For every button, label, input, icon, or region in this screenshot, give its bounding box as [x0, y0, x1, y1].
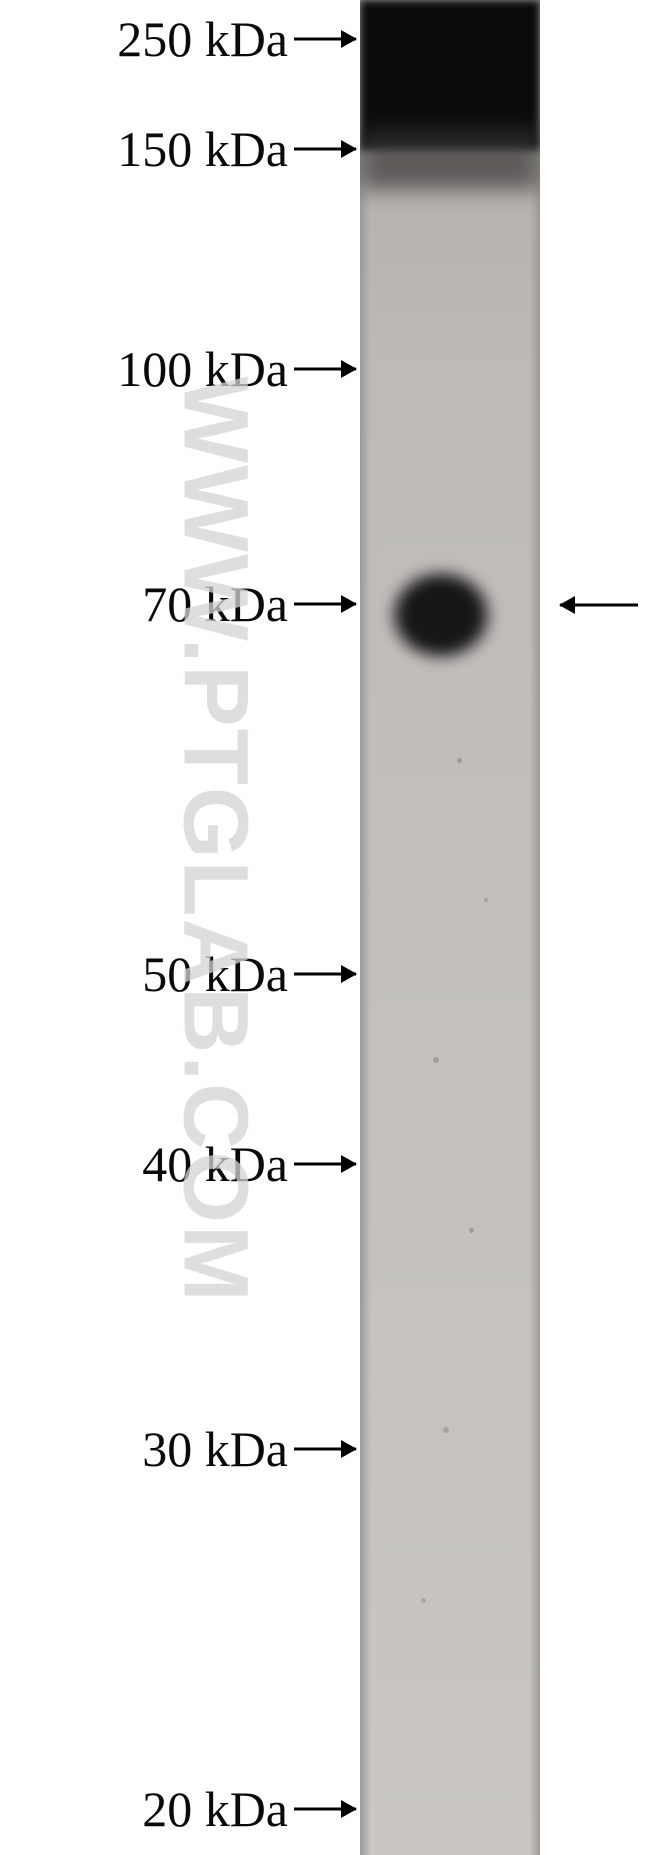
mw-marker-label: 150 kDa	[0, 120, 288, 178]
blot-band	[360, 0, 540, 150]
target-band-pointer-icon	[560, 595, 638, 615]
mw-marker: 250 kDa	[0, 9, 356, 69]
blot-lane	[360, 0, 540, 1855]
mw-marker: 100 kDa	[0, 339, 356, 399]
mw-marker-label: 50 kDa	[0, 945, 288, 1003]
blot-band	[360, 560, 540, 670]
mw-marker-label: 30 kDa	[0, 1420, 288, 1478]
mw-marker-label: 70 kDa	[0, 575, 288, 633]
mw-marker-label: 100 kDa	[0, 340, 288, 398]
arrow-right-icon	[294, 594, 356, 614]
arrow-right-icon	[294, 29, 356, 49]
blot-figure: 250 kDa 150 kDa 100 kDa 70 kDa 50 kDa 40 kDa 3…	[0, 0, 650, 1855]
mw-marker: 20 kDa	[0, 1779, 356, 1839]
arrow-right-icon	[294, 1439, 356, 1459]
arrow-right-icon	[294, 1799, 356, 1819]
lane-speck	[484, 898, 488, 902]
lane-speck	[469, 1228, 474, 1233]
mw-marker-label: 40 kDa	[0, 1135, 288, 1193]
mw-marker: 70 kDa	[0, 574, 356, 634]
mw-marker-label: 250 kDa	[0, 10, 288, 68]
lane-speck	[421, 1598, 426, 1603]
lane-speck	[457, 758, 462, 763]
mw-marker: 40 kDa	[0, 1134, 356, 1194]
mw-marker: 150 kDa	[0, 119, 356, 179]
mw-marker-label: 20 kDa	[0, 1780, 288, 1838]
arrow-right-icon	[294, 359, 356, 379]
mw-marker: 50 kDa	[0, 944, 356, 1004]
lane-background	[360, 0, 540, 1855]
arrow-right-icon	[294, 1154, 356, 1174]
arrow-shaft	[560, 604, 638, 607]
mw-marker: 30 kDa	[0, 1419, 356, 1479]
arrow-right-icon	[294, 139, 356, 159]
arrow-right-icon	[294, 964, 356, 984]
blot-band	[360, 130, 540, 190]
lane-speck	[433, 1057, 439, 1063]
